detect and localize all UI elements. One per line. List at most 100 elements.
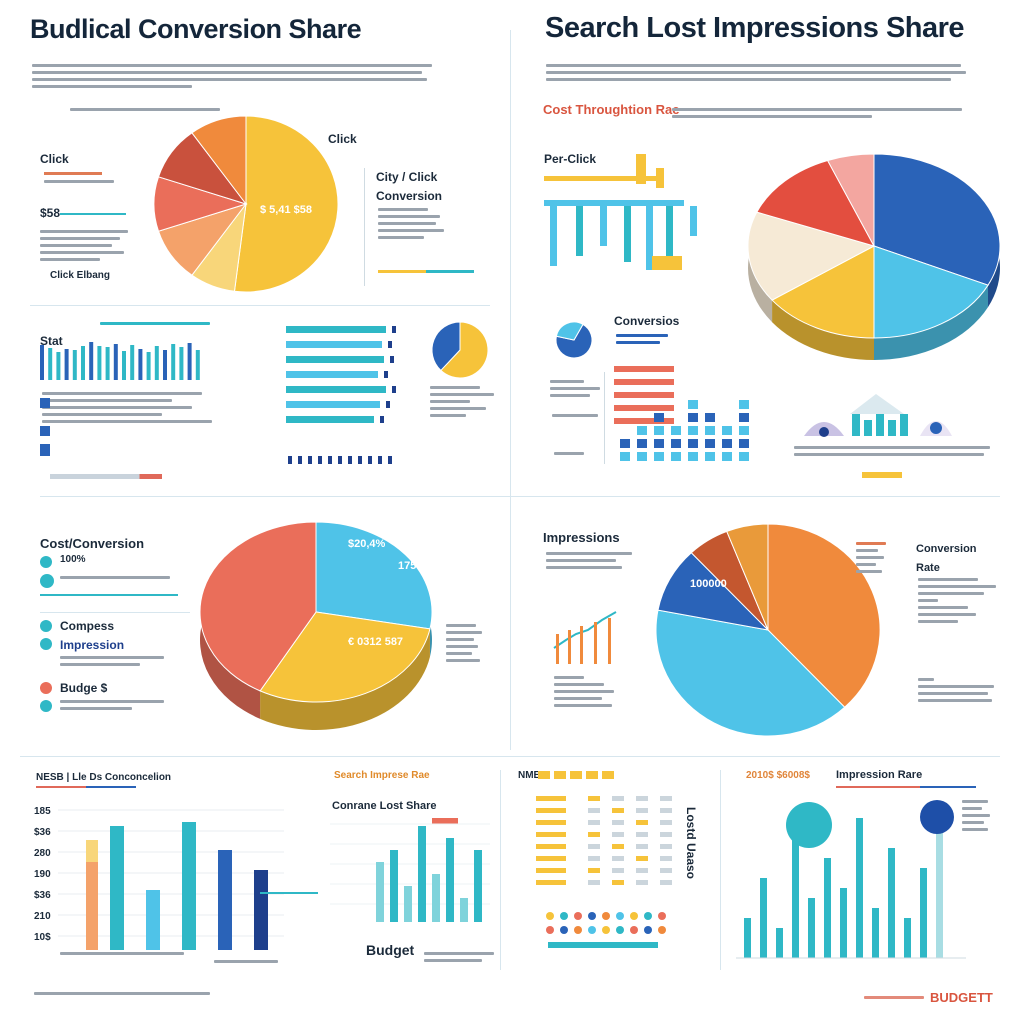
panel-4-pie-value: 100000 — [690, 578, 727, 590]
panel-3-text-3 — [60, 700, 170, 714]
grid2-block-2-0 — [654, 452, 664, 461]
line4-bar-3 — [594, 622, 597, 664]
panel-3-item-1: Compess — [60, 619, 115, 633]
table7-cell-3-0 — [588, 832, 600, 837]
shape2-roof — [850, 394, 904, 414]
step2-col-2 — [600, 206, 607, 246]
pie3-slice-0 — [315, 521, 433, 630]
pie2-slice-2 — [771, 245, 875, 339]
bar1-17 — [179, 347, 184, 380]
panel-2-axis — [604, 372, 605, 464]
bar1-7 — [97, 346, 102, 380]
panel-6-caption — [424, 952, 494, 966]
bars5-tick-4: $36 — [34, 890, 51, 901]
panel-1-square-1 — [40, 398, 50, 408]
bars6-bar-6 — [460, 898, 468, 922]
panel-1-accent-line — [44, 172, 102, 175]
grid2-block-2-2 — [654, 426, 664, 435]
bar1-9 — [113, 344, 118, 380]
bar1-2 — [56, 352, 61, 380]
pie1-slice-5 — [191, 115, 247, 206]
grid2-block-5-0 — [705, 452, 715, 461]
grid2-block-5-2 — [705, 426, 715, 435]
bottom-divider-1 — [500, 770, 501, 970]
table7-cell-5-1 — [612, 856, 624, 861]
panel-4-text — [546, 552, 636, 573]
pie4-slice-0 — [767, 523, 881, 708]
panel-5-caption-2 — [214, 960, 284, 967]
bars8-bar-9 — [888, 848, 895, 958]
table7-dot-a-8 — [658, 912, 666, 920]
grid2-block-5-3 — [705, 413, 715, 422]
table7-label-4 — [536, 844, 566, 849]
bar1-1 — [48, 348, 53, 380]
pie2-side-2 — [772, 300, 874, 360]
panel-8-side-label: Lostd Uaaso — [684, 806, 699, 880]
table7-cell-2-0 — [588, 820, 600, 825]
panel-1-side-line — [378, 270, 474, 273]
panel-8-circle-blue — [920, 800, 954, 834]
panel-3-dot-2 — [40, 574, 54, 588]
shape2-dot-1 — [819, 427, 829, 437]
grid2-block-6-0 — [722, 452, 732, 461]
bars5-tick-0: 185 — [34, 806, 51, 817]
grid2-block-1-1 — [637, 439, 647, 448]
shape2-dot-2 — [930, 422, 942, 434]
table7-label-6 — [536, 868, 566, 873]
grid2-block-7-0 — [739, 452, 749, 461]
hbar1-mark-6 — [380, 416, 384, 423]
shape2-bar-3 — [888, 420, 896, 436]
bar1-4 — [72, 350, 77, 380]
bar1-0 — [40, 345, 44, 380]
bars8-bar-6 — [840, 888, 847, 958]
panel-1-progress — [50, 474, 162, 479]
bars8-bar-3 — [792, 838, 799, 958]
bar1-14 — [154, 346, 159, 380]
step2-col-4 — [646, 206, 653, 270]
panel-3-line-2 — [40, 612, 190, 613]
panel-1-square-2 — [40, 426, 50, 436]
pie3-slice-1 — [259, 611, 431, 703]
table7-dot-a-2 — [574, 912, 582, 920]
grid2-block-4-2 — [688, 426, 698, 435]
hbar1-mark-1 — [388, 341, 392, 348]
panel-3-dot-1 — [40, 556, 52, 568]
shape2-bar-4 — [900, 414, 908, 436]
table7-dot-b-3 — [588, 926, 596, 934]
panel-5-caption — [60, 952, 190, 959]
grid2-block-1-2 — [637, 426, 647, 435]
step2-col-6 — [690, 206, 697, 236]
bars6-bar-7 — [474, 850, 482, 922]
grid2-row-1 — [614, 379, 674, 385]
bar1-13 — [146, 352, 151, 380]
pie1-slice-0 — [233, 115, 339, 293]
panel-4-side-text-2 — [918, 678, 998, 706]
grid2-block-3-1 — [671, 439, 681, 448]
table7-cell-5-0 — [588, 856, 600, 861]
panel-2-mini-pie — [555, 321, 593, 359]
panel-4-pie-chart — [655, 523, 881, 737]
panel-1-mini-text — [430, 386, 494, 421]
panel-2-3d-pie — [747, 153, 1001, 360]
grid2-block-5-1 — [705, 439, 715, 448]
panel-8-right-text — [962, 800, 992, 835]
panel-1-conversion-label: Conversion — [376, 189, 443, 203]
grid2-block-4-1 — [688, 439, 698, 448]
panel-3-value-b: 1750000 — [398, 560, 441, 572]
panel-1-click-label: Click — [40, 152, 69, 166]
table7-cell-2-1 — [612, 820, 624, 825]
panel-4-pie-labels — [856, 542, 896, 577]
panel-7-title: NME — [518, 770, 541, 781]
table7-cell-3-1 — [612, 832, 624, 837]
panel-3-item-3: Budge $ — [60, 681, 108, 695]
pie4-slice-1 — [655, 609, 846, 737]
panel-6-legend-swatch — [432, 818, 458, 824]
hbar1-4 — [286, 386, 386, 393]
bars5-tick-2: 280 — [34, 848, 51, 859]
bars8-bar-2 — [776, 928, 783, 958]
divider-p1 — [30, 305, 490, 306]
bars5-tick-3: 190 — [34, 869, 51, 880]
grid2-row-0 — [614, 366, 674, 372]
pie4-slice-4 — [726, 523, 769, 631]
panel-8-circle-teal — [786, 802, 832, 848]
